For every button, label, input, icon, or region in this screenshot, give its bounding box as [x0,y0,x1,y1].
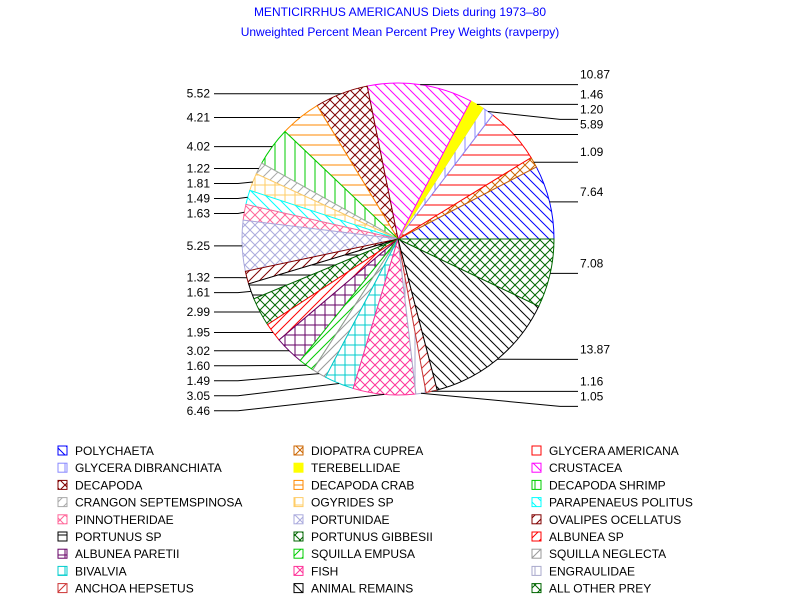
legend-label: ALBUNEA SP [549,530,624,544]
legend: POLYCHAETA DIOPATRA CUPREA GLYCERA AMERICA… [57,444,693,596]
legend-swatch [293,565,304,576]
legend-swatch [531,462,542,473]
legend-label: GLYCERA DIBRANCHIATA [75,461,222,475]
legend-swatch [57,445,68,456]
slice-label: 1.61 [187,286,211,300]
legend-label: PORTUNUS GIBBESII [311,530,433,544]
legend-label: CRUSTACEA [549,461,622,475]
slice-label: 3.02 [187,344,211,358]
chart-title: MENTICIRRHUS AMERICANUS Diets during 197… [254,5,546,19]
slice-label: 1.49 [187,191,211,205]
legend-swatch [293,531,304,542]
slice-label: 1.95 [187,325,211,339]
legend-swatch [293,445,304,456]
legend-label: PORTUNUS SP [75,530,161,544]
legend-swatch [57,583,68,594]
slice-label: 1.63 [187,206,211,220]
slice-label: 7.64 [580,185,604,199]
legend-swatch [57,497,68,508]
slice-label: 1.22 [187,161,211,175]
slice-label: 5.25 [187,239,211,253]
legend-label: SQUILLA EMPUSA [311,547,415,561]
legend-label: PORTUNIDAE [311,513,389,527]
legend-label: TEREBELLIDAE [311,461,400,475]
slice-label: 3.05 [187,389,211,403]
slice-label: 5.89 [580,118,604,132]
legend-label: DECAPODA SHRIMP [549,478,666,492]
slice-label: 13.87 [580,342,610,356]
legend-label: PARAPENAEUS POLITUS [549,496,693,510]
legend-swatch [57,479,68,490]
slice-label: 1.49 [187,374,211,388]
legend-swatch [531,583,542,594]
pie-slice-crustacea [366,82,472,241]
legend-label: POLYCHAETA [75,444,154,458]
legend-label: ALBUNEA PARETII [75,547,179,561]
slice-label: 1.32 [187,271,211,285]
slice-label: 10.87 [580,68,610,82]
legend-swatch [293,514,304,525]
slice-label: 1.05 [580,389,604,403]
pie-slice-all-other-prey [397,238,555,307]
legend-swatch [57,462,68,473]
legend-label: ENGRAULIDAE [549,564,635,578]
legend-swatch [531,514,542,525]
legend-swatch [293,548,304,559]
legend-swatch [57,548,68,559]
legend-swatch [531,497,542,508]
legend-label: ALL OTHER PREY [549,582,651,596]
slice-label: 2.99 [187,305,211,319]
legend-swatch [293,462,304,473]
legend-label: CRANGON SEPTEMSPINOSA [75,496,242,510]
legend-label: BIVALVIA [75,564,127,578]
slice-label: 5.52 [187,87,211,101]
legend-swatch [531,531,542,542]
slice-label: 1.09 [580,145,604,159]
legend-swatch [531,445,542,456]
legend-swatch [57,565,68,576]
legend-label: DIOPATRA CUPREA [311,444,423,458]
slice-label: 1.16 [580,374,604,388]
legend-label: DECAPODA [75,478,142,492]
pie-slice-animal-remains [397,238,540,391]
slice-labels: 5.524.214.021.221.811.491.635.251.321.61… [187,68,611,418]
legend-swatch [293,583,304,594]
legend-label: PINNOTHERIDAE [75,513,174,527]
legend-swatch [531,548,542,559]
legend-label: OGYRIDES SP [311,496,394,510]
slice-label: 1.20 [580,102,604,116]
legend-swatch [57,514,68,525]
slice-label: 6.46 [187,404,211,418]
legend-swatch [293,497,304,508]
legend-label: SQUILLA NEGLECTA [549,547,666,561]
pie-slices [241,82,555,396]
slice-label: 1.81 [187,176,211,190]
legend-label: ANCHOA HEPSETUS [75,582,194,596]
legend-swatch [57,531,68,542]
legend-label: ANIMAL REMAINS [311,582,413,596]
slice-label: 4.02 [187,140,211,154]
legend-swatch [531,565,542,576]
legend-label: FISH [311,564,338,578]
legend-swatch [293,479,304,490]
slice-label: 1.60 [187,359,211,373]
legend-label: OVALIPES OCELLATUS [549,513,681,527]
slice-label: 7.08 [580,256,604,270]
legend-label: DECAPODA CRAB [311,478,414,492]
slice-label: 4.21 [187,111,211,125]
legend-label: GLYCERA AMERICANA [549,444,679,458]
legend-swatch [531,479,542,490]
chart-subtitle: Unweighted Percent Mean Percent Prey Wei… [241,25,560,39]
slice-label: 1.46 [580,87,604,101]
